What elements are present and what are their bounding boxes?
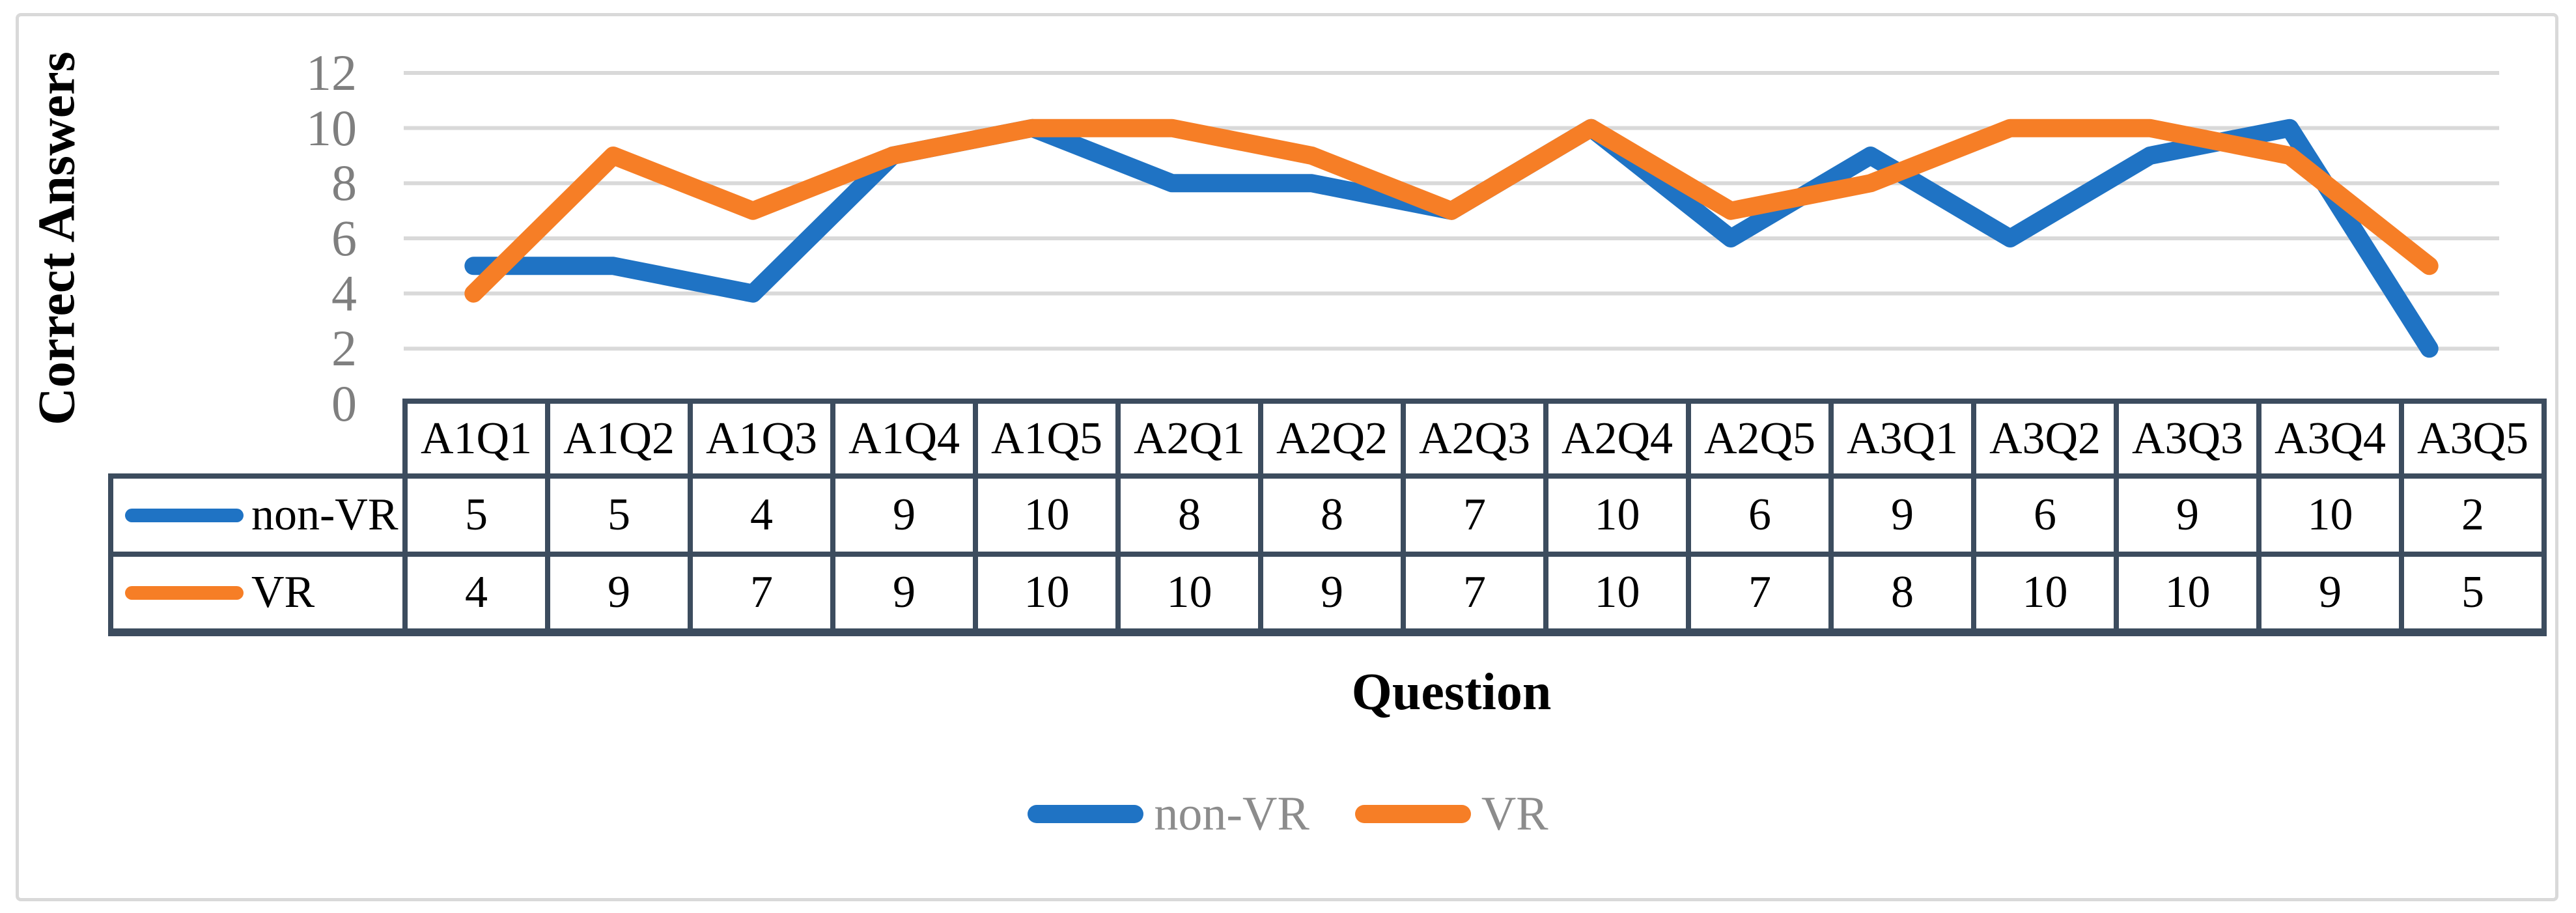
- table-value-cell: 2: [2399, 473, 2547, 557]
- table-value-cell: 6: [1971, 473, 2119, 557]
- series-line-vr: [464, 119, 2439, 303]
- y-tick-label: 6: [331, 210, 357, 266]
- table-corner-cell: [111, 401, 405, 476]
- y-tick-label: 2: [331, 320, 357, 377]
- table-header-cell: A2Q5: [1686, 399, 1834, 479]
- table-value-cell: 4: [688, 473, 835, 557]
- table-row: non-VR 5 5 4 9 10 8 8 7 10 6 9 6 9 10 2: [108, 473, 2547, 557]
- table-row-label: VR: [108, 552, 408, 636]
- series-name: non-VR: [251, 490, 399, 540]
- legend-label: VR: [1481, 787, 1548, 841]
- legend-swatch-vr: [1354, 805, 1471, 823]
- table-value-cell: 9: [1828, 473, 1976, 557]
- table-value-cell: 7: [1686, 552, 1834, 636]
- table-value-cell: 10: [2256, 473, 2404, 557]
- y-tick-label: 0: [331, 375, 357, 432]
- series-key-vr: [125, 585, 244, 600]
- table-value-cell: 10: [2114, 552, 2261, 636]
- table-value-cell: 9: [830, 473, 978, 557]
- table-header-cell: A1Q2: [545, 399, 693, 479]
- legend-item-vr: VR: [1354, 785, 1548, 843]
- y-axis-title: Correct Answers: [28, 51, 86, 425]
- table-value-cell: 5: [545, 473, 693, 557]
- table-header-cell: A3Q3: [2114, 399, 2261, 479]
- table-value-cell: 7: [1401, 552, 1548, 636]
- table-row: VR 4 9 7 9 10 10 9 7 10 7 8 10 10 9 5: [108, 552, 2547, 636]
- table-header-cell: A2Q4: [1543, 399, 1691, 479]
- table-header-cell: A1Q5: [973, 399, 1121, 479]
- series-key-non-vr: [125, 508, 244, 522]
- table-value-cell: 10: [1543, 473, 1691, 557]
- table-header-cell: A3Q4: [2256, 399, 2404, 479]
- table-value-cell: 8: [1258, 473, 1406, 557]
- table-header-cell: A2Q2: [1258, 399, 1406, 479]
- table-header-cell: A2Q3: [1401, 399, 1548, 479]
- series-name: VR: [251, 567, 315, 617]
- table-value-cell: 8: [1115, 473, 1263, 557]
- y-tick-label: 4: [331, 264, 357, 322]
- table-row-label: non-VR: [108, 473, 408, 557]
- table-value-cell: 9: [2256, 552, 2404, 636]
- table-value-cell: 4: [402, 552, 550, 636]
- y-tick-label: 12: [306, 44, 357, 101]
- table-value-cell: 8: [1828, 552, 1976, 636]
- table-value-cell: 10: [1115, 552, 1263, 636]
- y-tick-label: 8: [331, 154, 357, 212]
- table-value-cell: 7: [688, 552, 835, 636]
- table-value-cell: 5: [2399, 552, 2547, 636]
- table-value-cell: 9: [1258, 552, 1406, 636]
- table-value-cell: 10: [1543, 552, 1691, 636]
- series-lines: [464, 119, 2439, 358]
- table-header-cell: A3Q5: [2399, 399, 2547, 479]
- figure-border: [16, 13, 2558, 901]
- legend-swatch-non-vr: [1028, 805, 1144, 823]
- table-header-cell: A1Q4: [830, 399, 978, 479]
- legend-label: non-VR: [1154, 787, 1309, 841]
- table-value-cell: 5: [402, 473, 550, 557]
- table-value-cell: 9: [545, 552, 693, 636]
- table-header-cell: A2Q1: [1115, 399, 1263, 479]
- chart-legend: non-VR VR: [0, 785, 2576, 843]
- table-header-cell: A3Q2: [1971, 399, 2119, 479]
- y-tick-label: 10: [306, 99, 357, 156]
- table-header-cell: A3Q1: [1828, 399, 1976, 479]
- table-value-cell: 9: [2114, 473, 2261, 557]
- table-value-cell: 10: [973, 473, 1121, 557]
- data-table: A1Q1 A1Q2 A1Q3 A1Q4 A1Q5 A2Q1 A2Q2 A2Q3 A2Q4 A2Q5…: [108, 399, 2547, 636]
- table-value-cell: 10: [973, 552, 1121, 636]
- table-header-cell: A1Q3: [688, 399, 835, 479]
- legend-item-non-vr: non-VR: [1028, 785, 1309, 843]
- table-header-cell: A1Q1: [402, 399, 550, 479]
- table-value-cell: 6: [1686, 473, 1834, 557]
- table-value-cell: 9: [830, 552, 978, 636]
- table-value-cell: 10: [1971, 552, 2119, 636]
- table-value-cell: 7: [1401, 473, 1548, 557]
- x-axis-title: Question: [1351, 664, 1552, 721]
